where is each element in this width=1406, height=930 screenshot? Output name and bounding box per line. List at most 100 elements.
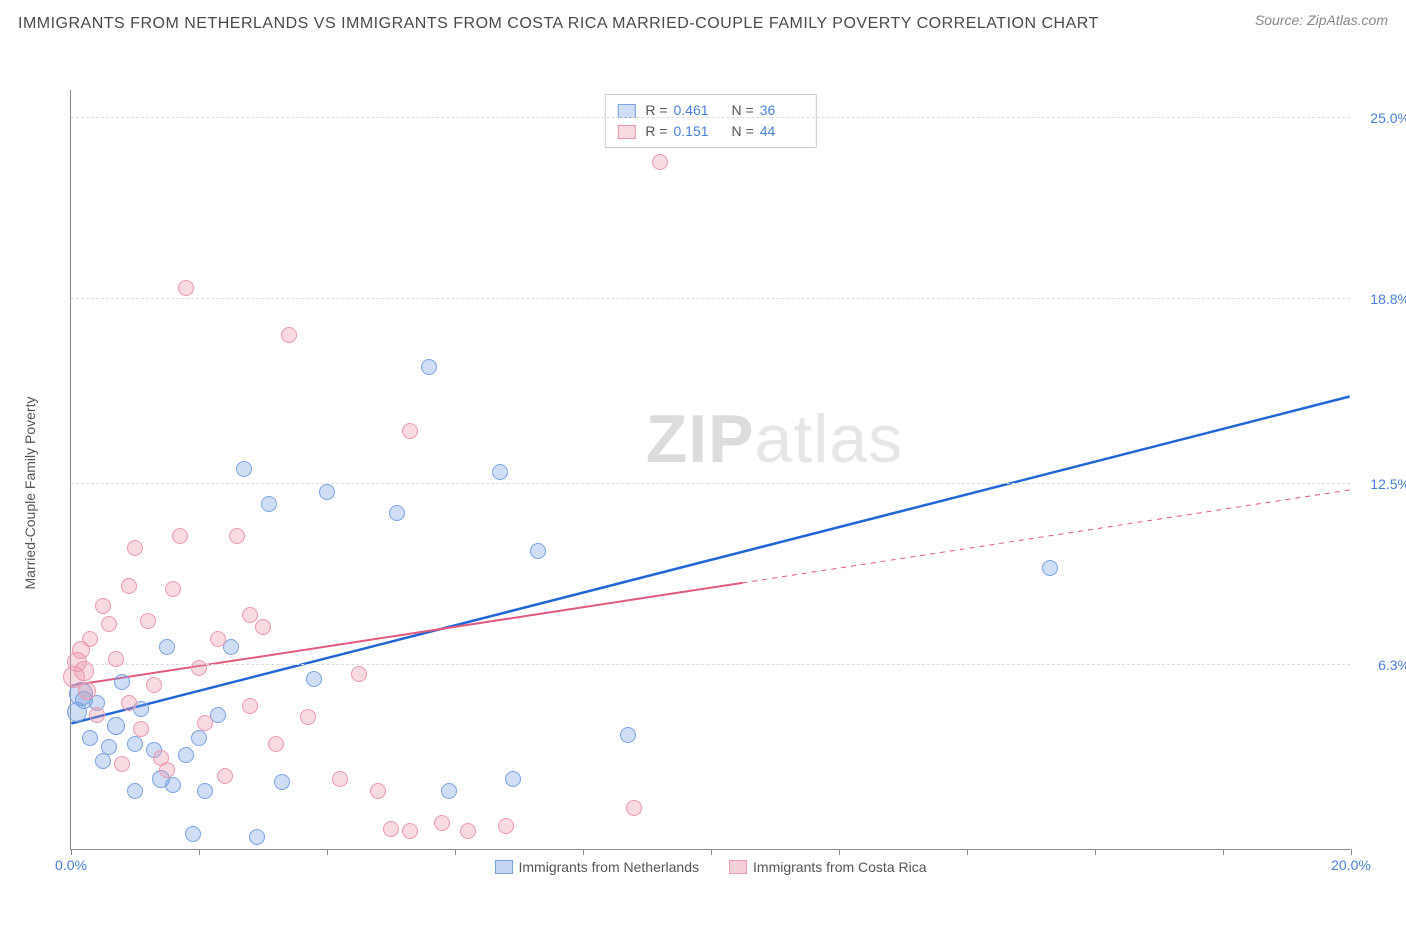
scatter-point (107, 717, 125, 735)
x-tick (1095, 849, 1096, 855)
x-tick (711, 849, 712, 855)
watermark: ZIPatlas (646, 400, 903, 478)
bottom-legend-item: Immigrants from Netherlands (495, 859, 700, 875)
scatter-point (185, 826, 201, 842)
legend-swatch (617, 104, 635, 118)
legend-swatch (617, 125, 635, 139)
scatter-point (319, 484, 335, 500)
scatter-point (242, 698, 258, 714)
scatter-point (300, 709, 316, 725)
x-tick (1223, 849, 1224, 855)
scatter-point (255, 619, 271, 635)
x-tick (1351, 849, 1352, 855)
scatter-point (370, 783, 386, 799)
legend-swatch (495, 860, 513, 874)
scatter-point (389, 505, 405, 521)
scatter-point (108, 651, 124, 667)
x-tick (455, 849, 456, 855)
y-tick-label: 6.3% (1378, 657, 1406, 673)
scatter-point (626, 800, 642, 816)
scatter-point (274, 774, 290, 790)
scatter-point (165, 777, 181, 793)
scatter-point (530, 543, 546, 559)
scatter-point (498, 818, 514, 834)
gridline (71, 117, 1350, 118)
series-legend: Immigrants from Netherlands Immigrants fr… (495, 859, 927, 875)
scatter-point (492, 464, 508, 480)
scatter-point (140, 613, 156, 629)
source-prefix: Source: (1255, 12, 1307, 28)
scatter-point (191, 660, 207, 676)
scatter-point (159, 762, 175, 778)
scatter-point (332, 771, 348, 787)
scatter-point (74, 661, 94, 681)
watermark-zip: ZIP (646, 401, 755, 477)
scatter-point (121, 695, 137, 711)
x-tick (71, 849, 72, 855)
scatter-point (197, 783, 213, 799)
scatter-point (78, 682, 96, 700)
y-axis-label: Married-Couple Family Poverty (22, 397, 38, 590)
gridline (71, 664, 1350, 665)
legend-n-label: N = (732, 121, 754, 142)
scatter-point (229, 528, 245, 544)
scatter-point (101, 616, 117, 632)
scatter-point (434, 815, 450, 831)
bottom-legend-label: Immigrants from Netherlands (519, 859, 700, 875)
scatter-point (165, 581, 181, 597)
source-attribution: Source: ZipAtlas.com (1255, 12, 1388, 28)
chart-title: IMMIGRANTS FROM NETHERLANDS VS IMMIGRANT… (18, 12, 1099, 36)
scatter-point (402, 423, 418, 439)
x-tick (839, 849, 840, 855)
x-tick-label: 20.0% (1331, 857, 1371, 873)
scatter-point (178, 280, 194, 296)
bottom-legend-label: Immigrants from Costa Rica (753, 859, 926, 875)
legend-r-value: 0.151 (674, 121, 718, 142)
scatter-point (236, 461, 252, 477)
scatter-point (133, 721, 149, 737)
scatter-point (281, 327, 297, 343)
trendline-solid (71, 397, 1349, 724)
scatter-point (82, 631, 98, 647)
plot-area: ZIPatlas R = 0.461 N = 36 R = 0.151 N = … (70, 90, 1350, 850)
scatter-point (178, 747, 194, 763)
scatter-point (82, 730, 98, 746)
scatter-point (127, 540, 143, 556)
scatter-point (146, 677, 162, 693)
trendlines-svg (71, 90, 1350, 849)
scatter-point (101, 739, 117, 755)
scatter-point (351, 666, 367, 682)
x-tick (199, 849, 200, 855)
scatter-point (1042, 560, 1058, 576)
trendline-solid (71, 583, 742, 686)
scatter-point (421, 359, 437, 375)
x-tick (327, 849, 328, 855)
watermark-atlas: atlas (755, 401, 904, 477)
y-tick-label: 25.0% (1370, 110, 1406, 126)
y-tick-label: 12.5% (1370, 476, 1406, 492)
scatter-point (261, 496, 277, 512)
scatter-point (159, 639, 175, 655)
scatter-point (402, 823, 418, 839)
scatter-point (95, 753, 111, 769)
x-tick (967, 849, 968, 855)
correlation-legend: R = 0.461 N = 36 R = 0.151 N = 44 (604, 94, 816, 148)
scatter-point (210, 631, 226, 647)
x-tick-label: 0.0% (55, 857, 87, 873)
scatter-point (505, 771, 521, 787)
chart-header: IMMIGRANTS FROM NETHERLANDS VS IMMIGRANT… (0, 0, 1406, 36)
chart-container: Married-Couple Family Poverty ZIPatlas R… (50, 80, 1380, 890)
scatter-point (620, 727, 636, 743)
y-tick-label: 18.8% (1370, 291, 1406, 307)
scatter-point (249, 829, 265, 845)
scatter-point (306, 671, 322, 687)
scatter-point (217, 768, 233, 784)
scatter-point (172, 528, 188, 544)
scatter-point (197, 715, 213, 731)
scatter-point (460, 823, 476, 839)
scatter-point (127, 736, 143, 752)
bottom-legend-item: Immigrants from Costa Rica (729, 859, 926, 875)
scatter-point (242, 607, 258, 623)
legend-r-label: R = (645, 121, 667, 142)
legend-swatch (729, 860, 747, 874)
